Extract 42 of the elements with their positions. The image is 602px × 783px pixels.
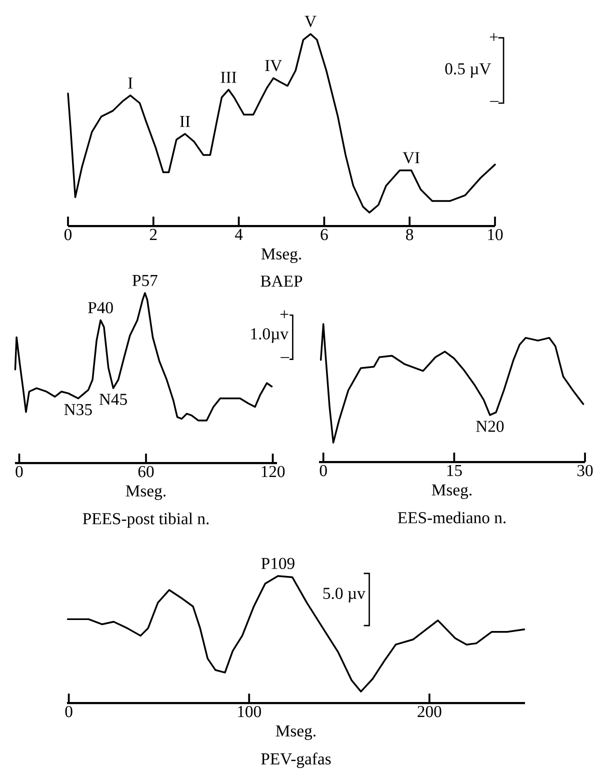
annotation: P40 [88, 302, 113, 314]
annotation: 5.0 µv [323, 588, 366, 602]
annotation: IV [265, 60, 282, 72]
annotation: VI [402, 152, 420, 164]
x-tick-label: 120 [262, 466, 285, 478]
annotation: P109 [261, 558, 294, 570]
annotation: N35 [64, 404, 92, 416]
x-tick-label: 10 [488, 228, 503, 240]
x-tick-label: 100 [238, 706, 261, 718]
annotation: 0.5 µV [445, 63, 492, 78]
text: PEES-post tibial n. [82, 512, 209, 528]
annotation: III [220, 72, 236, 83]
x-axis-title: Mseg. [432, 484, 472, 499]
annotation: I [128, 78, 133, 89]
x-tick-label: 200 [418, 706, 442, 718]
x-tick-label: 15 [447, 464, 462, 476]
text: PEV-gafas [261, 752, 331, 768]
annotation: – [490, 100, 499, 102]
x-tick-label: 0 [65, 706, 72, 718]
x-axis-title: Mseg. [261, 248, 302, 263]
annotation: N45 [99, 394, 127, 405]
x-axis-title: Mseg. [126, 485, 166, 500]
x-tick-label: 60 [138, 466, 154, 478]
text: BAEP [260, 276, 302, 287]
annotation: V [304, 16, 316, 28]
x-tick-label: 30 [577, 464, 593, 476]
text: – [280, 357, 290, 358]
annotation: N20 [476, 420, 504, 432]
x-tick-label: 0 [64, 228, 72, 240]
x-tick-label: 0 [16, 466, 23, 478]
annotation: + [490, 33, 498, 41]
x-tick-label: 6 [320, 228, 328, 240]
text: EES-mediano n. [398, 512, 506, 524]
x-tick-label: 0 [320, 464, 327, 476]
x-tick-label: 4 [234, 228, 243, 240]
text: + [280, 310, 288, 318]
annotation: 1.0µv [251, 328, 289, 343]
x-tick-label: 2 [150, 228, 157, 240]
annotation: II [180, 116, 190, 127]
x-tick-label: 8 [406, 228, 414, 240]
x-axis-title: Mseg. [276, 725, 316, 740]
annotation: P57 [132, 275, 158, 286]
